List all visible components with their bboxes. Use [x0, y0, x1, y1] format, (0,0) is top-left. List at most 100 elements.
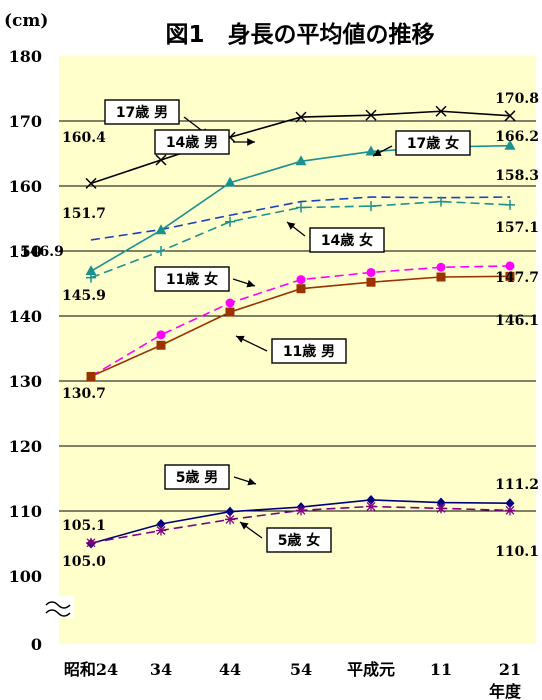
data-label-0: 160.4	[62, 130, 106, 146]
y-tick-0: 0	[31, 635, 42, 654]
data-label-11: 111.2	[495, 477, 539, 493]
series-6-point-1	[156, 519, 166, 529]
series-label-text-2: 14歳 男	[166, 134, 218, 151]
series-3-point-2	[225, 216, 235, 227]
axis-break-wave-1	[45, 601, 71, 609]
series-label-box-3	[309, 227, 385, 253]
series-label-text-6: 5歳 男	[176, 469, 219, 486]
series-label-arrow-7	[239, 521, 263, 539]
series-label-arrow-4	[232, 278, 256, 288]
y-axis-unit: (cm)	[4, 11, 48, 31]
series-labels: 17歳 男 17歳 女 14歳 男 14歳 女 11歳 女 11歳 男 5歳 男 5歳 女	[104, 99, 471, 553]
series-label-text-7: 5歳 女	[278, 532, 321, 549]
axis-break-wave-2	[45, 609, 71, 617]
series-4	[86, 261, 515, 381]
series-3	[86, 196, 515, 283]
series-7-point-2	[225, 514, 235, 525]
x-tick-0: 昭和24	[64, 660, 118, 679]
y-tick-130: 130	[9, 372, 42, 391]
series-4-point-4	[366, 267, 376, 277]
series-2-point-1	[155, 224, 167, 235]
series-6-point-4	[366, 494, 376, 505]
data-label-1: 170.8	[495, 91, 539, 107]
y-tick-120: 120	[9, 437, 42, 456]
series-5-point-3	[296, 284, 306, 294]
series-4-point-6	[505, 261, 515, 271]
series-4-point-1	[156, 330, 166, 340]
data-label-6: 146.9	[20, 244, 64, 260]
series-6-point-2	[225, 506, 235, 517]
series-0-point-1	[155, 154, 167, 166]
data-label-3: 158.3	[495, 168, 539, 184]
data-labels: 160.4 170.8 166.2 158.3 151.7 157.1 146.9 145.9…	[20, 91, 539, 570]
series-label-1: 17歳 女	[372, 130, 471, 157]
series-3-point-6	[505, 199, 515, 210]
x-tick-3: 54	[290, 660, 312, 679]
series-4-point-2	[225, 298, 235, 308]
series-label-box-6	[164, 464, 230, 490]
series-label-arrow-5	[235, 335, 268, 352]
data-label-8: 147.7	[495, 270, 539, 286]
gridlines	[59, 120, 536, 512]
series-7-point-5	[436, 503, 446, 514]
x-tick-1: 34	[150, 660, 172, 679]
data-label-9: 146.1	[495, 313, 539, 329]
series-0-point-5	[435, 105, 447, 117]
series-label-arrow-6	[233, 476, 257, 486]
series-2-point-6	[504, 139, 516, 150]
series-label-arrow-3	[286, 221, 306, 237]
series-label-text-5: 11歳 男	[283, 343, 335, 360]
series-0-point-4	[365, 109, 377, 121]
series-label-box-0	[104, 99, 180, 125]
series-label-3: 14歳 女	[286, 221, 385, 253]
series-5-point-6	[505, 271, 515, 281]
series-label-5: 11歳 男	[235, 335, 347, 364]
y-tick-160: 160	[9, 177, 42, 196]
series-2-point-0	[85, 265, 97, 276]
series-7-point-0	[86, 537, 96, 548]
series-label-box-1	[395, 130, 471, 156]
series-label-arrow-1	[372, 145, 393, 157]
y-tick-150: 150	[9, 242, 42, 261]
data-label-5: 157.1	[495, 220, 539, 236]
series-5	[86, 271, 515, 381]
data-label-7: 145.9	[62, 288, 106, 304]
x-tick-2: 44	[219, 660, 241, 679]
series-label-text-3: 14歳 女	[321, 232, 373, 249]
series-label-box-7	[266, 527, 332, 553]
series-label-text-0: 17歳 男	[116, 104, 168, 121]
data-label-14: 110.1	[495, 544, 539, 560]
data-label-12: 105.1	[62, 518, 106, 534]
series-0-point-3	[295, 111, 307, 123]
series-3-point-4	[366, 201, 376, 212]
series-7-point-1	[156, 525, 166, 536]
series-label-text-4: 11歳 女	[166, 271, 218, 288]
series-5-point-0	[86, 371, 96, 381]
series-6-point-6	[505, 498, 515, 509]
series-label-text-1: 17歳 女	[407, 135, 459, 152]
series-3-point-0	[86, 272, 96, 283]
x-axis-suffix: 年度	[489, 682, 522, 700]
series-2-point-3	[295, 155, 307, 166]
data-label-4: 151.7	[62, 206, 106, 222]
chart-title: 図1 身長の平均値の推移	[165, 21, 434, 48]
series-7	[86, 501, 515, 548]
y-tick-180: 180	[9, 47, 42, 66]
series-6-point-5	[436, 497, 446, 508]
series-7-point-4	[366, 501, 376, 512]
series-label-box-5	[271, 338, 347, 364]
y-axis-ticks: 0 100 110 120 130 140 150 160 170 180	[9, 47, 42, 654]
series-5-point-1	[156, 340, 166, 350]
series-2-point-2	[224, 176, 236, 187]
series-4-point-5	[436, 262, 446, 272]
data-label-10: 130.7	[62, 386, 106, 402]
y-tick-140: 140	[9, 307, 42, 326]
series-4-point-3	[296, 275, 306, 285]
x-tick-5: 11	[430, 660, 452, 679]
series-5-point-2	[225, 307, 235, 317]
series-label-box-4	[154, 266, 230, 292]
x-tick-4: 平成元	[347, 660, 395, 679]
series-7-point-6	[505, 505, 515, 516]
x-axis-ticks: 昭和24 34 44 54 平成元 11 21	[64, 660, 521, 679]
